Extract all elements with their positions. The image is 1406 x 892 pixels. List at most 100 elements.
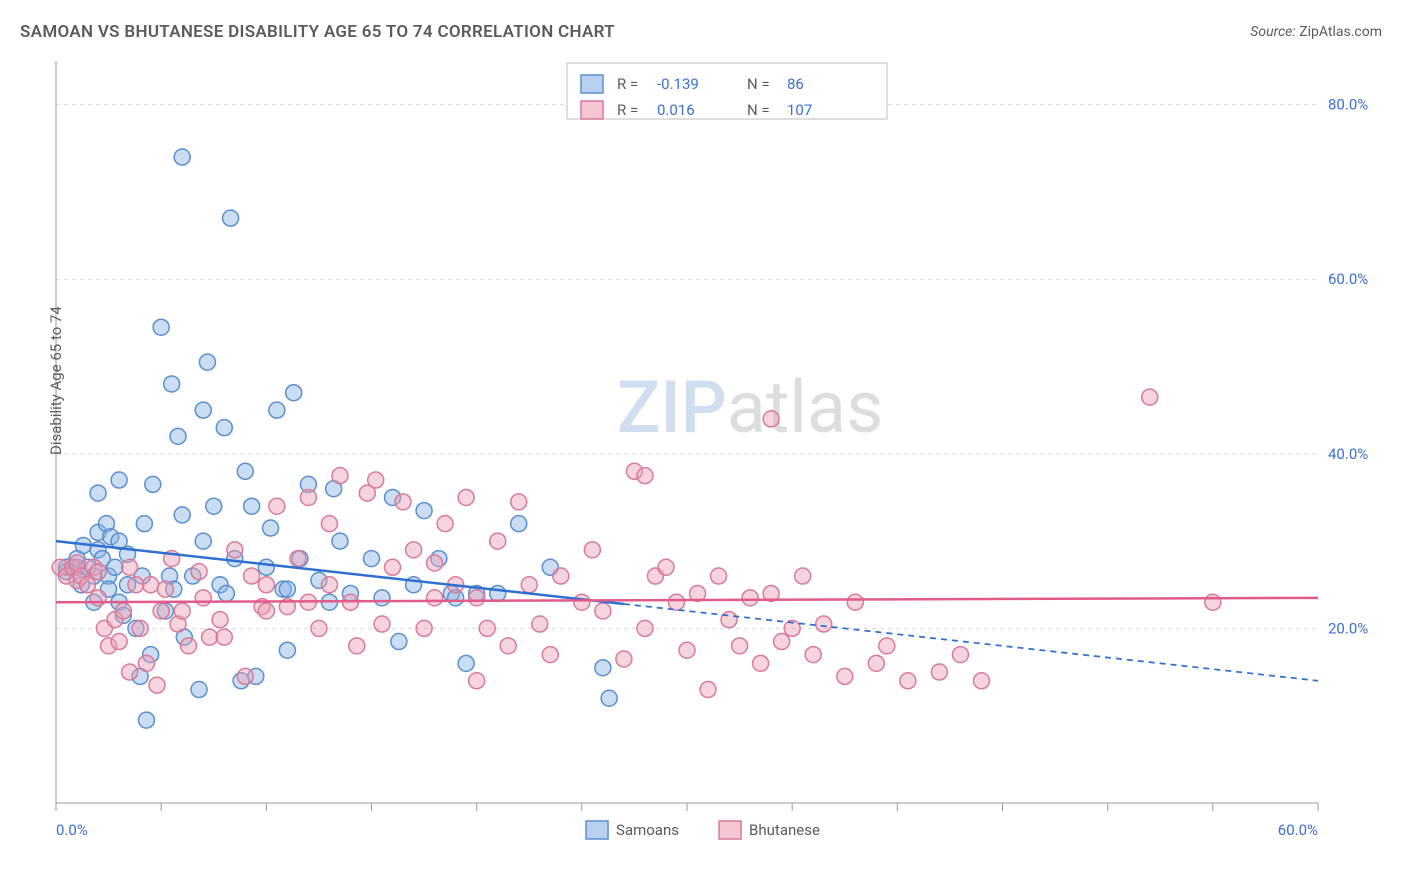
- data-point: [637, 620, 653, 636]
- data-point: [227, 542, 243, 558]
- data-point: [763, 411, 779, 427]
- data-point: [616, 651, 632, 667]
- data-point: [212, 612, 228, 628]
- data-point: [427, 555, 443, 571]
- data-point: [805, 647, 821, 663]
- data-point: [244, 568, 260, 584]
- data-point: [1205, 594, 1221, 610]
- data-point: [521, 577, 537, 593]
- data-point: [164, 376, 180, 392]
- y-axis-title: Disability Age 65 to 74: [47, 306, 65, 455]
- data-point: [490, 533, 506, 549]
- data-point: [774, 634, 790, 650]
- data-point: [174, 507, 190, 523]
- data-point: [279, 581, 295, 597]
- data-point: [90, 564, 106, 580]
- x-tick-label: 60.0%: [1278, 821, 1318, 839]
- data-point: [111, 472, 127, 488]
- series-label: Bhutanese: [749, 821, 820, 839]
- data-point: [311, 620, 327, 636]
- data-point: [332, 533, 348, 549]
- data-point: [385, 559, 401, 575]
- data-point: [258, 559, 274, 575]
- data-point: [191, 682, 207, 698]
- scatter-chart: 0.0%60.0%20.0%40.0%60.0%80.0%ZIPatlasR =…: [48, 55, 1388, 855]
- legend-r-value: -0.139: [657, 75, 699, 93]
- data-point: [391, 634, 407, 650]
- legend-n-value: 107: [787, 101, 812, 119]
- legend-r-label: R =: [617, 101, 638, 119]
- data-point: [542, 647, 558, 663]
- data-point: [90, 590, 106, 606]
- data-point: [269, 498, 285, 514]
- data-point: [138, 655, 154, 671]
- data-point: [290, 551, 306, 567]
- data-point: [973, 673, 989, 689]
- data-point: [300, 489, 316, 505]
- data-point: [258, 603, 274, 619]
- data-point: [128, 577, 144, 593]
- data-point: [237, 463, 253, 479]
- data-point: [742, 590, 758, 606]
- data-point: [595, 603, 611, 619]
- data-point: [191, 564, 207, 580]
- data-point: [181, 638, 197, 654]
- y-tick-label: 20.0%: [1328, 619, 1368, 637]
- data-point: [115, 603, 131, 619]
- x-tick-label: 0.0%: [56, 821, 88, 839]
- correlation-legend: [567, 63, 887, 119]
- data-point: [153, 319, 169, 335]
- data-point: [668, 594, 684, 610]
- data-point: [279, 642, 295, 658]
- data-point: [469, 590, 485, 606]
- data-point: [700, 682, 716, 698]
- data-point: [490, 585, 506, 601]
- data-point: [174, 603, 190, 619]
- data-point: [269, 402, 285, 418]
- data-point: [202, 629, 218, 645]
- data-point: [107, 559, 123, 575]
- data-point: [711, 568, 727, 584]
- data-point: [1142, 389, 1158, 405]
- data-point: [138, 712, 154, 728]
- data-point: [374, 590, 390, 606]
- data-point: [206, 498, 222, 514]
- trend-line: [56, 598, 1318, 602]
- data-point: [237, 668, 253, 684]
- y-tick-label: 80.0%: [1328, 96, 1368, 114]
- data-point: [174, 149, 190, 165]
- data-point: [111, 634, 127, 650]
- series-label: Samoans: [616, 821, 679, 839]
- data-point: [195, 533, 211, 549]
- data-point: [263, 520, 279, 536]
- data-point: [601, 690, 617, 706]
- data-point: [374, 616, 390, 632]
- legend-swatch: [581, 101, 603, 119]
- trend-line-extrapolated: [624, 604, 1318, 681]
- data-point: [574, 594, 590, 610]
- legend-r-value: 0.016: [657, 101, 695, 119]
- data-point: [170, 428, 186, 444]
- data-point: [416, 620, 432, 636]
- data-point: [153, 603, 169, 619]
- data-point: [195, 590, 211, 606]
- data-point: [195, 402, 211, 418]
- data-point: [868, 655, 884, 671]
- data-point: [469, 673, 485, 689]
- data-point: [157, 581, 173, 597]
- data-point: [416, 503, 432, 519]
- data-point: [952, 647, 968, 663]
- data-point: [584, 542, 600, 558]
- data-point: [216, 629, 232, 645]
- data-point: [321, 577, 337, 593]
- series-swatch: [586, 821, 608, 839]
- data-point: [223, 210, 239, 226]
- data-point: [721, 612, 737, 628]
- series-swatch: [719, 821, 741, 839]
- data-point: [427, 590, 443, 606]
- data-point: [258, 577, 274, 593]
- legend-n-label: N =: [747, 75, 770, 93]
- data-point: [244, 498, 260, 514]
- data-point: [795, 568, 811, 584]
- legend-n-value: 86: [787, 75, 804, 93]
